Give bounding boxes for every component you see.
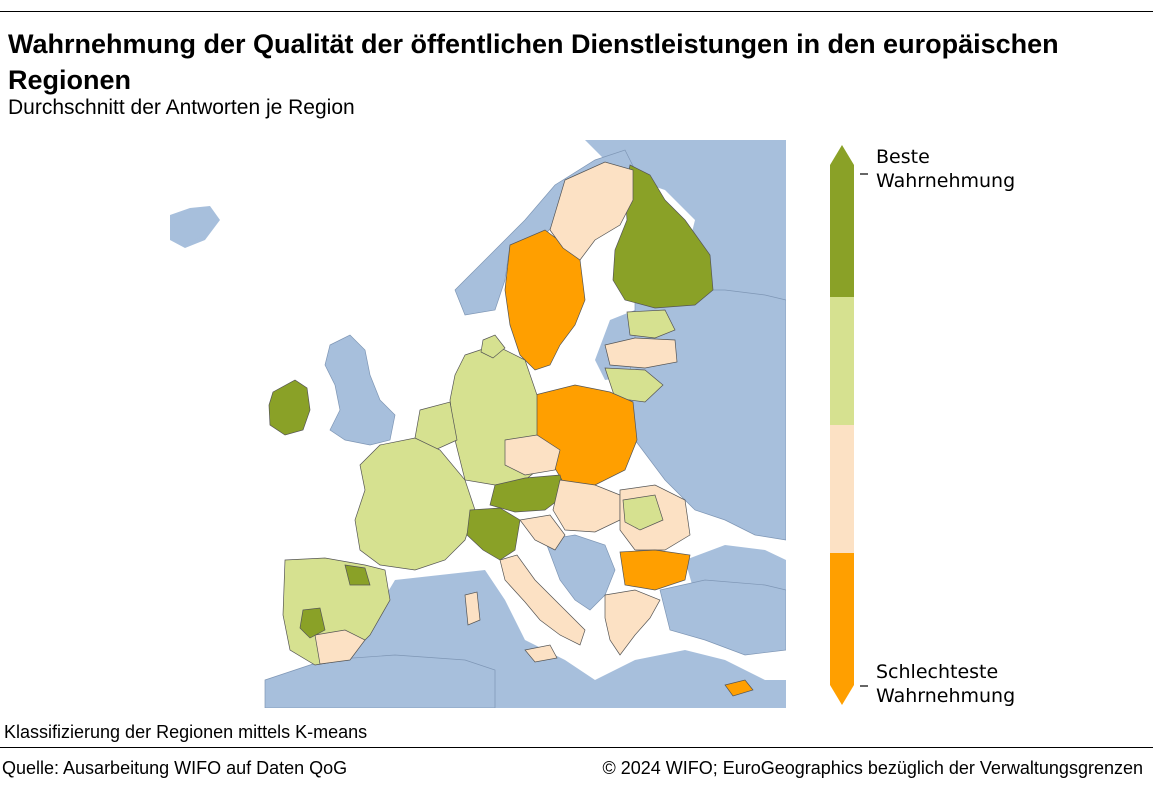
copyright-text: © 2024 WIFO; EuroGeographics bezüglich d… — [602, 758, 1143, 778]
region-benelux — [414, 401, 458, 451]
legend-bottom-label: Schlechteste Wahrnehmung — [876, 660, 1015, 708]
region-france — [354, 437, 476, 571]
legend-top-label: Beste Wahrnehmung — [876, 145, 1015, 193]
region-spain-south — [314, 629, 366, 665]
region-sicily — [524, 644, 558, 663]
region-spain-best-2 — [344, 564, 371, 586]
legend-bottom-label-line1: Schlechteste — [876, 661, 999, 683]
iceland — [173, 208, 217, 244]
region-sardinia — [464, 591, 481, 626]
region-italy — [499, 554, 586, 646]
non-eu-turkey — [659, 579, 786, 656]
region-hungary — [552, 479, 621, 533]
region-ireland — [268, 379, 311, 436]
legend-class-2 — [830, 297, 854, 425]
europe-map — [165, 140, 786, 708]
legend-bottom-arrow — [830, 685, 854, 705]
region-bulgaria — [619, 549, 691, 591]
non-eu-uk — [324, 334, 396, 446]
region-lithuania — [604, 367, 664, 403]
footer-rule — [0, 747, 1153, 748]
region-estonia — [626, 309, 676, 339]
legend: Beste Wahrnehmung Schlechteste Wahrnehmu… — [820, 140, 1080, 710]
legend-class-1 — [830, 165, 854, 297]
legend-top-label-line2: Wahrnehmung — [876, 170, 1016, 192]
region-north-italy — [466, 507, 521, 561]
region-finland — [612, 164, 714, 309]
legend-top-label-line1: Beste — [876, 146, 930, 168]
region-cyprus — [724, 679, 754, 697]
region-latvia — [604, 337, 678, 369]
legend-class-3 — [830, 425, 854, 553]
region-north-light — [549, 161, 634, 261]
region-romania-inner — [622, 494, 664, 531]
region-spain-best-1 — [299, 607, 326, 639]
region-denmark — [480, 334, 506, 359]
region-czechia — [504, 434, 561, 476]
source-text: Quelle: Ausarbeitung WIFO auf Daten QoG — [2, 758, 348, 778]
top-rule — [0, 11, 1153, 12]
region-greece — [604, 589, 661, 656]
classification-note: Klassifizierung der Regionen mittels K-m… — [4, 722, 368, 742]
legend-scale — [830, 145, 868, 705]
legend-bottom-label-line2: Wahrnehmung — [876, 685, 1016, 707]
chart-subtitle: Durchschnitt der Antworten je Region — [8, 96, 355, 119]
chart-title: Wahrnehmung der Qualität der öffentliche… — [8, 29, 1059, 95]
region-croatia — [519, 514, 566, 551]
legend-class-4 — [830, 553, 854, 685]
legend-top-arrow — [830, 145, 854, 165]
